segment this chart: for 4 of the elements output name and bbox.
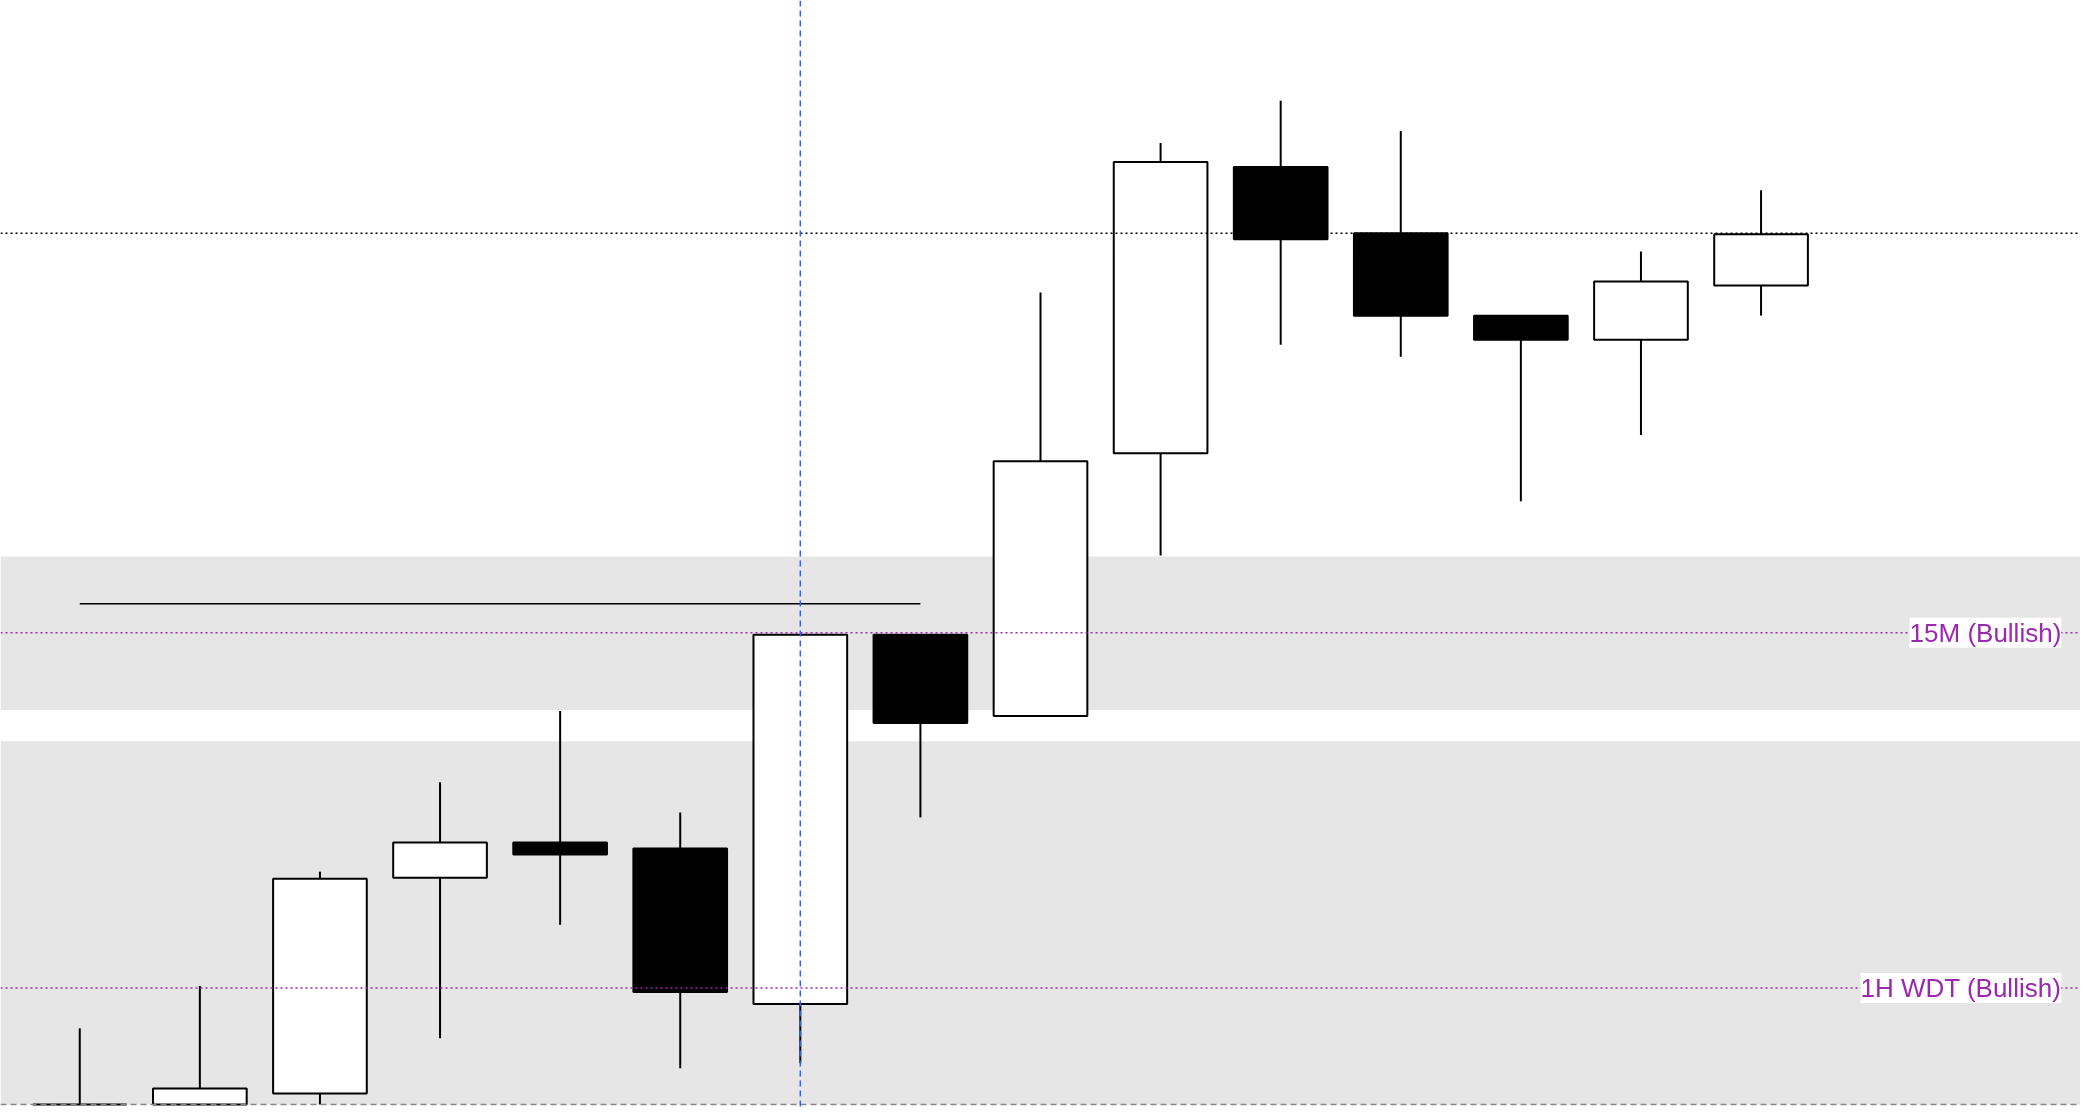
candlestick: [31, 1027, 128, 1106]
ref-line-label: 15M (Bullish): [1909, 617, 2062, 648]
ref-line-label: 1H WDT (Bullish): [1860, 973, 2061, 1004]
candlestick: [512, 710, 608, 926]
